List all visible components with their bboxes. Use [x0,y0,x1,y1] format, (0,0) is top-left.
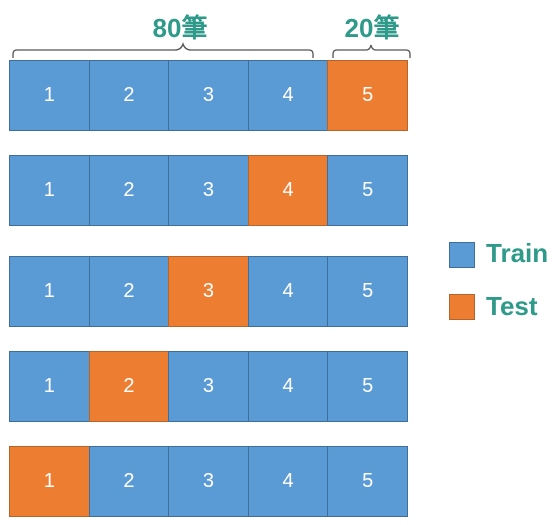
fold-cell-train: 5 [327,351,408,422]
test-count-label: 20筆 [344,13,400,43]
test-legend-label: Test [486,291,538,321]
fold-cell-train: 4 [247,446,329,517]
fold-cell-train: 1 [9,351,90,422]
fold-cell-train: 5 [327,256,408,327]
fold-cell-train: 5 [327,155,408,226]
fold-cell-train: 2 [88,155,170,226]
fold-cell-train: 2 [88,446,170,517]
fold-cell-train: 4 [247,60,329,131]
fold-cell-train: 1 [9,60,90,131]
fold-cell-train: 4 [247,256,329,327]
fold-cell-train: 1 [9,155,90,226]
fold-cell-train: 2 [88,256,170,327]
train-brace [12,41,411,58]
fold-cell-train: 3 [168,446,249,517]
fold-cell-train: 5 [327,446,408,517]
train-brace-path [12,41,314,58]
train-legend-label: Train [486,238,549,268]
fold-cell-test: 5 [327,60,408,131]
fold-cell-test: 2 [88,351,170,422]
fold-cell-train: 3 [168,155,249,226]
fold-cell-test: 4 [247,155,329,226]
test-brace-path [332,44,411,58]
fold-cell-train: 3 [168,60,249,131]
fold-cell-test: 1 [9,446,90,517]
test-legend-swatch [449,294,475,320]
fold-cell-train: 3 [168,351,249,422]
train-legend-swatch [449,242,475,268]
fold-cell-train: 4 [247,351,329,422]
fold-cell-train: 1 [9,256,90,327]
train-count-label: 80筆 [152,13,208,43]
fold-cell-train: 2 [88,60,170,131]
fold-cell-test: 3 [168,256,249,327]
